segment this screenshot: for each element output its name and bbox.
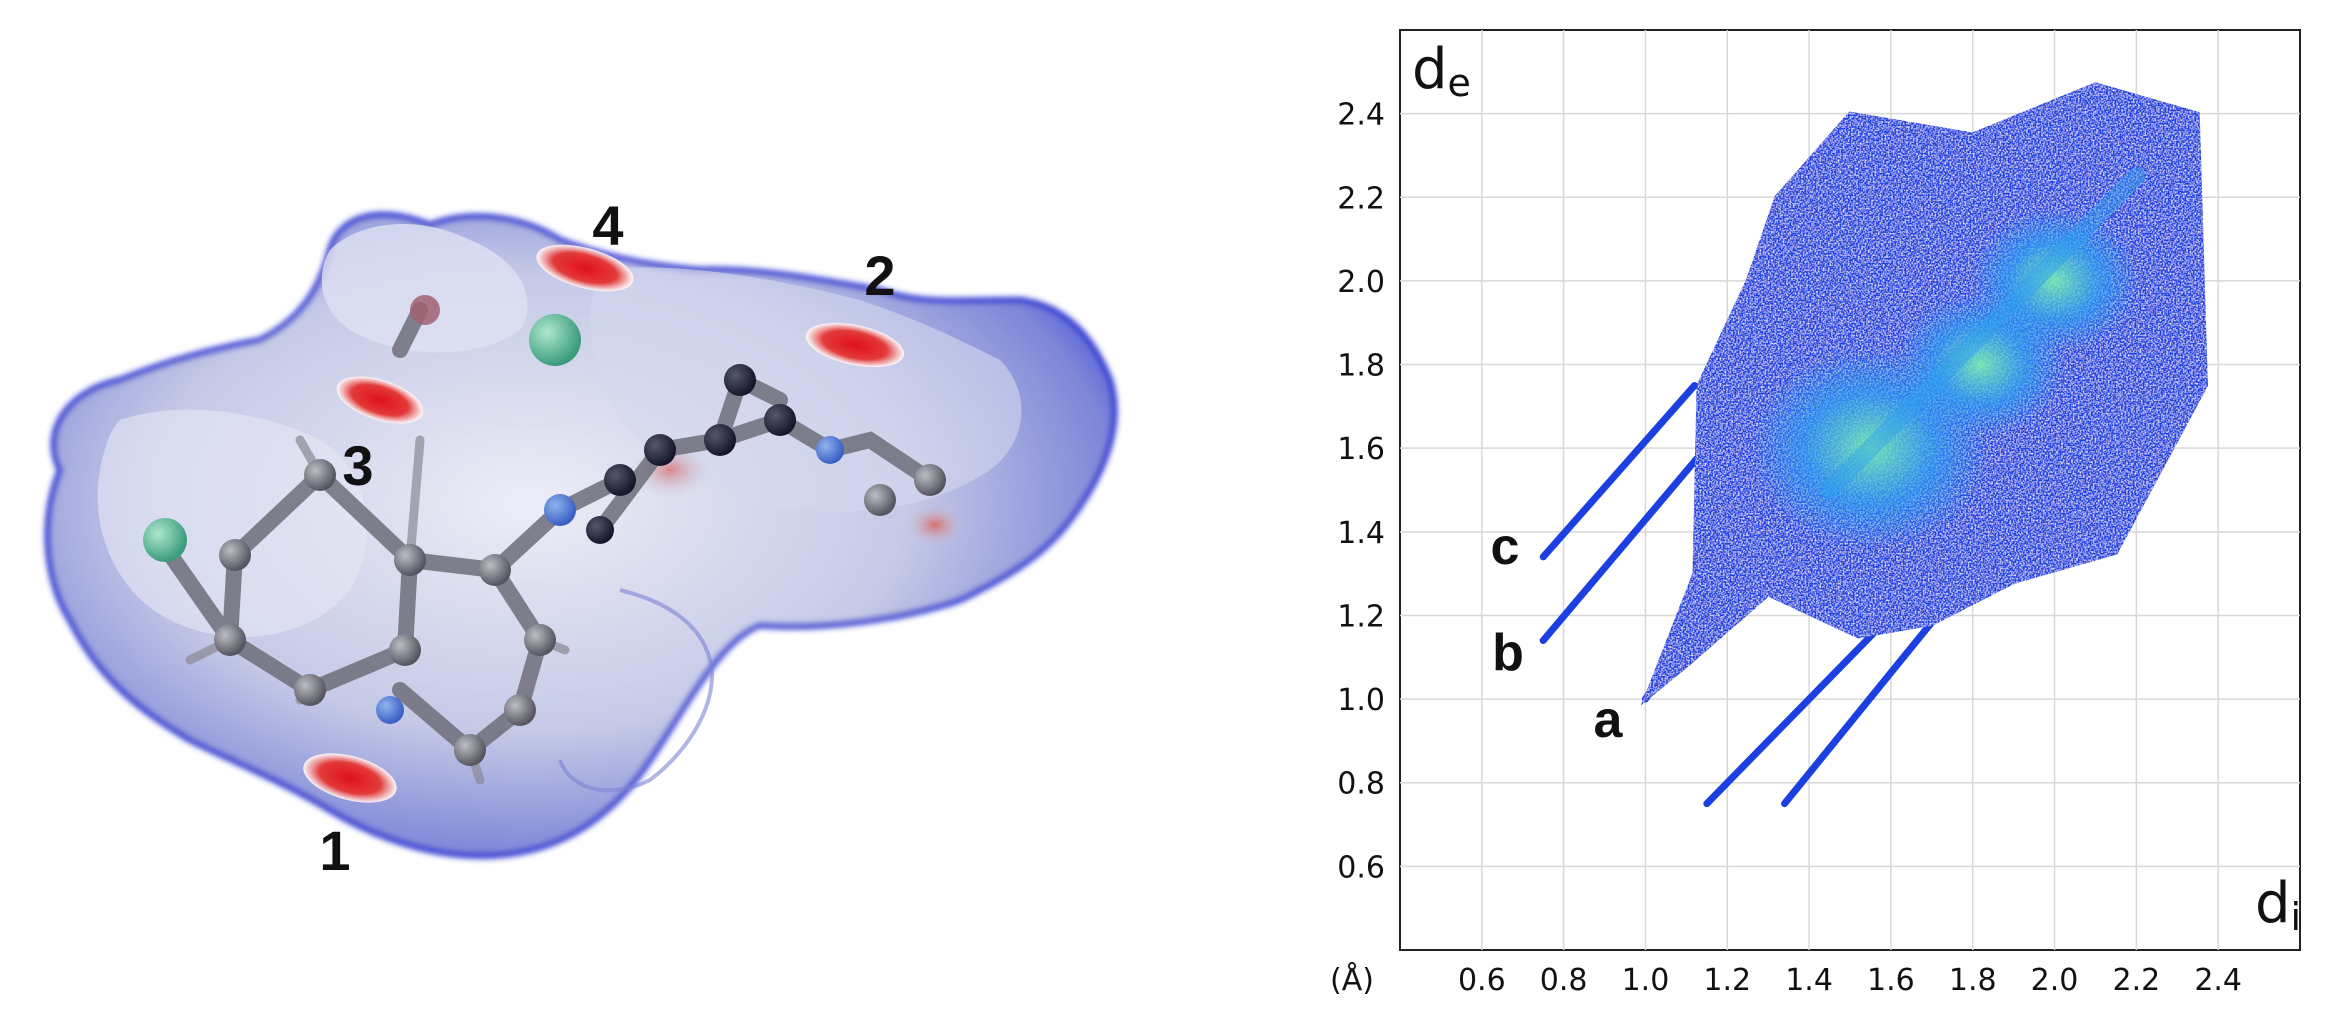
spike-unlabeled-3 — [1703, 620, 1887, 808]
faint-red-spot — [905, 503, 965, 547]
hirshfeld-surface-image: 1 2 3 4 — [44, 194, 1118, 882]
x-tick-label: 1.4 — [1785, 963, 1833, 998]
y-tick-label: 2.2 — [1337, 181, 1385, 216]
x-axis-label: di — [2255, 871, 2301, 939]
spike-b — [1539, 453, 1703, 645]
x-tick-label: 2.0 — [2031, 963, 2079, 998]
hot-region-medium — [1969, 208, 2140, 354]
y-tick-label: 2.0 — [1337, 265, 1385, 300]
hirshfeld-surface-panel: 1 2 3 4 — [44, 194, 1118, 882]
contact-label-1: 1 — [319, 819, 350, 882]
diagonal-streak — [1820, 167, 2146, 499]
spike-label-a: a — [1594, 691, 1624, 749]
red-spot-2 — [805, 322, 905, 368]
y-axis-label: de — [1412, 37, 1471, 105]
x-tick-labels: 0.6 0.8 1.0 1.2 1.4 1.6 1.8 2.0 2.2 2.4 — [1458, 963, 2242, 998]
oxygen-atom — [410, 295, 440, 325]
y-tick-label: 0.8 — [1337, 767, 1385, 802]
x-tick-label: 2.4 — [2194, 963, 2242, 998]
x-axis-subscript: i — [2291, 895, 2302, 939]
spike-label-c: c — [1491, 518, 1520, 576]
chlorine-atom-left — [143, 518, 187, 562]
y-tick-label: 1.8 — [1337, 349, 1385, 384]
spike-label-b: b — [1492, 624, 1524, 682]
x-tick-label: 1.2 — [1703, 963, 1751, 998]
y-tick-label: 1.6 — [1337, 432, 1385, 467]
x-tick-label: 0.8 — [1540, 963, 1588, 998]
y-axis-subscript: e — [1448, 61, 1471, 105]
x-tick-label: 0.6 — [1458, 963, 1506, 998]
x-tick-label: 2.2 — [2113, 963, 2161, 998]
y-tick-labels: 0.6 0.8 1.0 1.2 1.4 1.6 1.8 2.0 2.2 2.4 — [1337, 98, 1385, 886]
red-spot-3 — [336, 376, 424, 424]
y-tick-label: 0.6 — [1337, 850, 1385, 885]
x-tick-label: 1.0 — [1622, 963, 1670, 998]
fingerprint-data — [1539, 82, 2208, 808]
contact-label-2: 2 — [864, 244, 895, 307]
molecule-atoms — [143, 295, 946, 766]
x-tick-label: 1.6 — [1867, 963, 1915, 998]
x-tick-label: 1.8 — [1949, 963, 1997, 998]
spike-c — [1539, 381, 1699, 561]
y-tick-label: 1.0 — [1337, 683, 1385, 718]
y-tick-label: 2.4 — [1337, 98, 1385, 133]
fingerprint-plot-panel: 0.6 0.8 1.0 1.2 1.4 1.6 1.8 2.0 2.2 2.4 0.6 0.8 1.0… — [1180, 0, 2345, 1017]
fingerprint-plot: 0.6 0.8 1.0 1.2 1.4 1.6 1.8 2.0 2.2 2.4 0.6 0.8 1.0… — [1330, 29, 2301, 998]
chlorine-atom-top — [529, 314, 581, 366]
contact-label-4: 4 — [592, 194, 623, 257]
red-spot-4 — [536, 244, 634, 292]
unit-label: (Å) — [1330, 962, 1374, 998]
y-tick-label: 1.4 — [1337, 516, 1385, 551]
contact-label-3: 3 — [342, 434, 373, 497]
y-tick-label: 1.2 — [1337, 599, 1385, 634]
red-spot-1 — [303, 753, 397, 803]
